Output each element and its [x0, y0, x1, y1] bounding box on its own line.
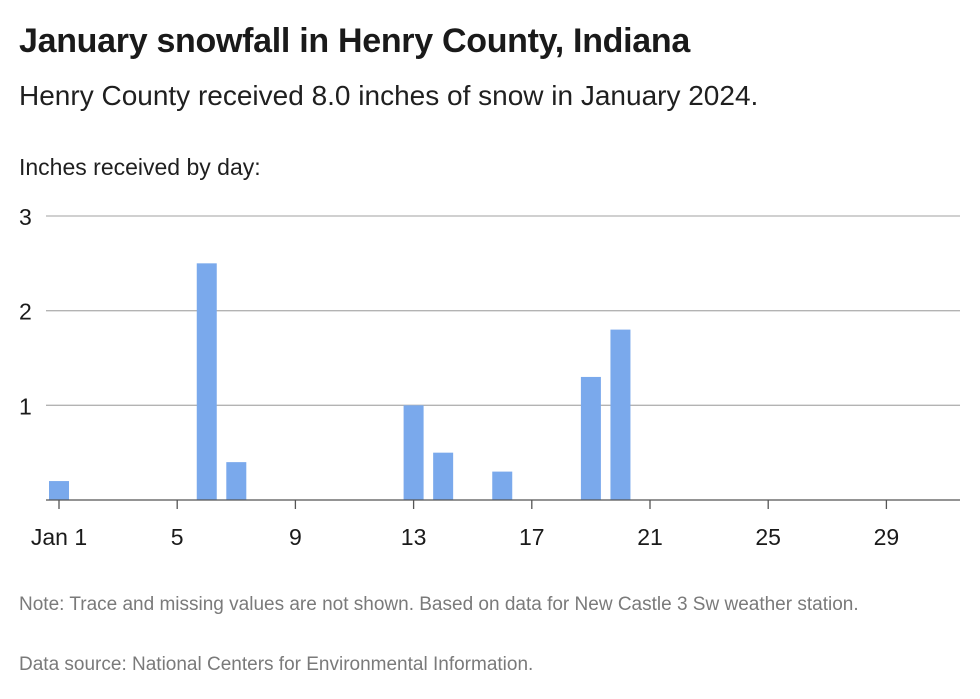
snowfall-bar-chart: 1 2 3 Jan 1 5 9 13 17 21 25 29 — [19, 204, 960, 550]
bar-jan-7 — [226, 462, 247, 500]
x-tick-label: 9 — [289, 524, 302, 550]
bar-jan-6 — [196, 263, 217, 500]
y-tick-label: 3 — [19, 204, 32, 230]
chart-subtitle: Henry County received 8.0 inches of snow… — [19, 80, 759, 111]
chart-note: Note: Trace and missing values are not s… — [19, 594, 859, 615]
bar-jan-14 — [433, 452, 454, 500]
bar-jan-20 — [610, 329, 631, 500]
x-tick-label: 17 — [519, 524, 545, 550]
bar-jan-1 — [49, 481, 69, 500]
y-axis-caption: Inches received by day: — [19, 154, 261, 180]
x-tick-label: 13 — [401, 524, 427, 550]
bar-jan-16 — [492, 471, 513, 500]
bar-jan-13 — [403, 405, 424, 500]
y-tick-label: 2 — [19, 299, 32, 325]
y-tick-label: 1 — [19, 393, 32, 419]
chart-title: January snowfall in Henry County, Indian… — [19, 22, 690, 60]
x-tick-label: 5 — [171, 524, 184, 550]
x-tick-label: 29 — [874, 524, 900, 550]
x-tick-label: Jan 1 — [31, 524, 87, 550]
bar-jan-19 — [580, 376, 601, 500]
x-tick-label: 21 — [637, 524, 663, 550]
x-tick-label: 25 — [755, 524, 781, 550]
data-source: Data source: National Centers for Enviro… — [19, 654, 534, 675]
